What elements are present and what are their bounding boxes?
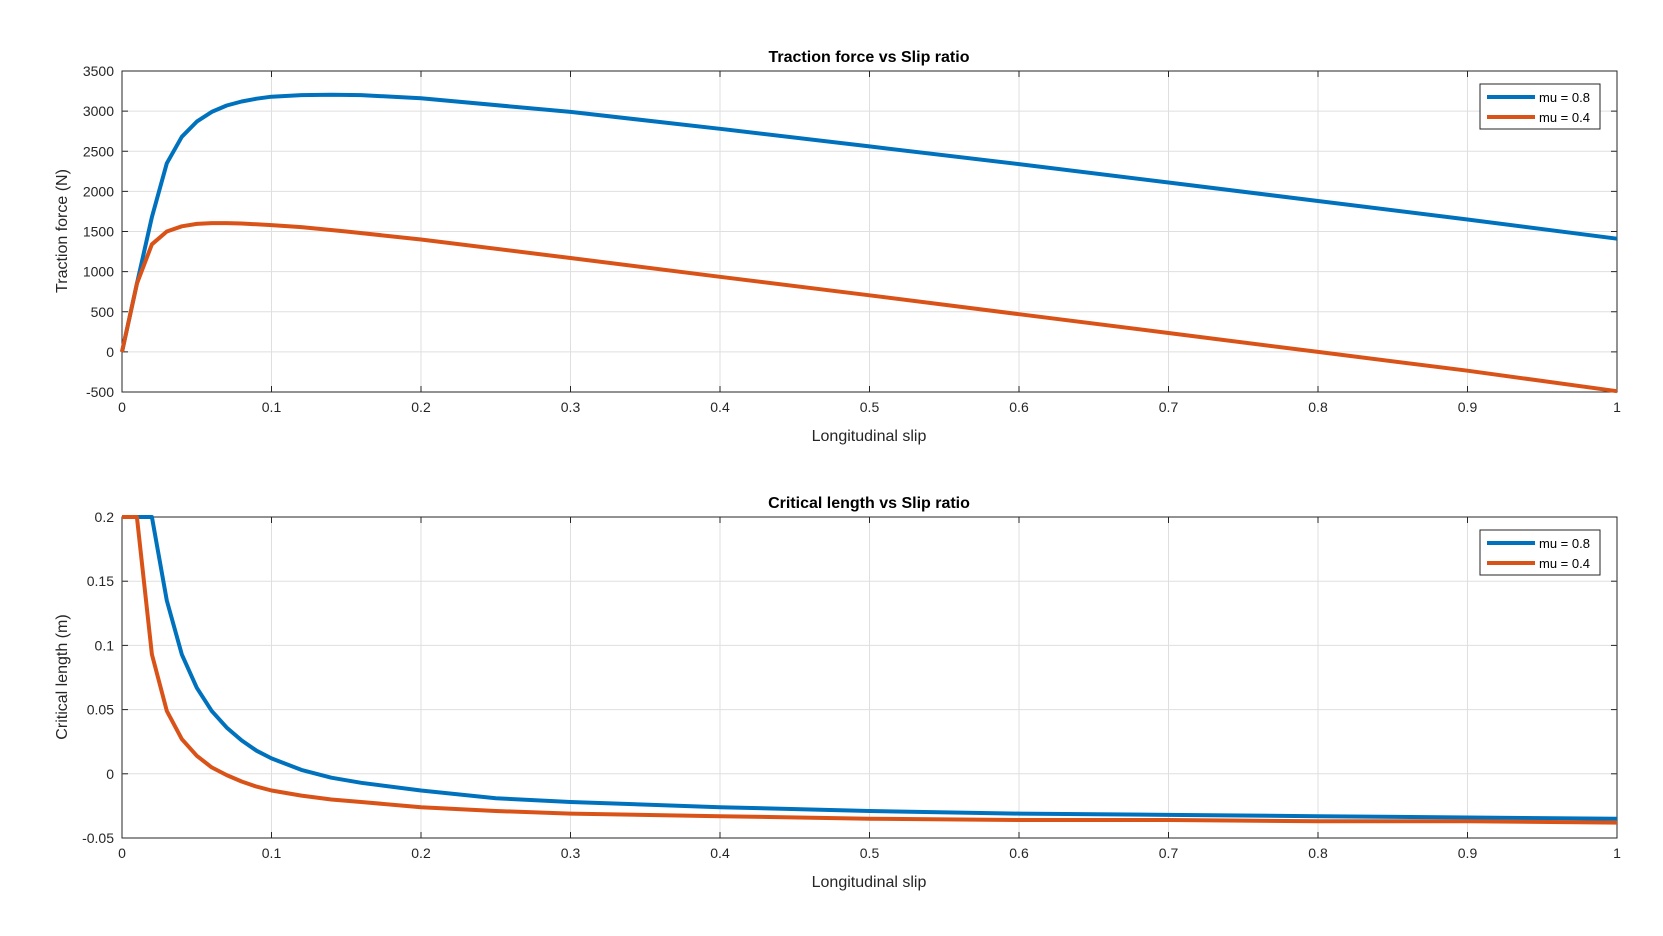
x-tick-label-0-2: 0.2 <box>411 845 431 861</box>
x-tick-label-0-6: 0.6 <box>1009 845 1029 861</box>
y-tick-label-0: 0 <box>106 344 114 360</box>
series-line-mu-0-8 <box>120 92 1618 353</box>
x-tick-label-0-3: 0.3 <box>561 399 581 415</box>
x-tick-label-0-2: 0.2 <box>411 399 431 415</box>
x-tick-label-0-9: 0.9 <box>1458 399 1478 415</box>
y-tick-label-0-05: 0.05 <box>87 702 114 718</box>
x-tick-label-0: 0 <box>118 399 126 415</box>
y-axis-label: Critical length (m) <box>54 614 71 739</box>
x-tick-label-0-8: 0.8 <box>1308 399 1328 415</box>
series-line-mu-0-4 <box>120 221 1618 394</box>
x-tick-labels: 0 0.1 0.2 0.3 0.4 0.5 0.6 0.7 0.8 0.9 1 <box>118 399 1621 415</box>
gridlines <box>121 70 1618 393</box>
y-axis-label: Traction force (N) <box>54 169 71 293</box>
y-tick-label-3500: 3500 <box>83 63 114 79</box>
legend-label-mu-0-4: mu = 0.4 <box>1539 556 1590 571</box>
x-tick-label-0-1: 0.1 <box>262 845 282 861</box>
x-tick-label-0-8: 0.8 <box>1308 845 1328 861</box>
chart-title: Critical length vs Slip ratio <box>768 495 970 512</box>
x-axis-label: Longitudinal slip <box>812 874 927 891</box>
y-tick-label-500: -500 <box>86 384 114 400</box>
x-tick-label-1: 1 <box>1613 399 1621 415</box>
y-tick-label-1500: 1500 <box>83 224 114 240</box>
traction-force-axes: 0 0.1 0.2 0.3 0.4 0.5 0.6 0.7 0.8 0.9 1 -500050010… <box>54 49 1621 445</box>
series-line-mu-0-8 <box>122 515 1618 821</box>
series-line-mu-0-4 <box>122 515 1618 825</box>
y-tick-label-0-05: -0.05 <box>82 830 114 846</box>
y-tick-label-1000: 1000 <box>83 264 114 280</box>
x-tick-label-0-5: 0.5 <box>860 845 880 861</box>
y-tick-label-0-15: 0.15 <box>87 573 114 589</box>
x-tick-labels: 0 0.1 0.2 0.3 0.4 0.5 0.6 0.7 0.8 0.9 1 <box>118 845 1621 861</box>
y-tick-label-2000: 2000 <box>83 183 114 199</box>
legend: mu = 0.8 mu = 0.4 <box>1479 83 1601 130</box>
legend-label-mu-0-4: mu = 0.4 <box>1539 110 1590 125</box>
y-tick-label-500: 500 <box>91 304 115 320</box>
x-tick-label-0-5: 0.5 <box>860 399 880 415</box>
y-tick-labels: -500 0 500 1000 1500 2000 2500 3000 3500 <box>83 63 114 400</box>
legend: mu = 0.8 mu = 0.4 <box>1479 529 1601 576</box>
gridlines <box>121 516 1618 839</box>
x-tick-label-0-7: 0.7 <box>1159 399 1179 415</box>
x-tick-label-0-3: 0.3 <box>561 845 581 861</box>
y-tick-label-3000: 3000 <box>83 103 114 119</box>
critical-length-axes: 0 0.1 0.2 0.3 0.4 0.5 0.6 0.7 0.8 0.9 1 -0.0500.05… <box>54 495 1621 891</box>
y-tick-label-0-2: 0.2 <box>95 509 115 525</box>
y-tick-label-2500: 2500 <box>83 143 114 159</box>
y-tick-label-0-1: 0.1 <box>95 637 115 653</box>
legend-box <box>1479 529 1601 576</box>
chart-title: Traction force vs Slip ratio <box>769 49 970 66</box>
series-lines <box>120 92 1618 394</box>
x-tick-label-0-4: 0.4 <box>710 399 730 415</box>
x-tick-label-0-6: 0.6 <box>1009 399 1029 415</box>
x-axis-label: Longitudinal slip <box>812 428 927 445</box>
x-tick-label-0-4: 0.4 <box>710 845 730 861</box>
y-tick-labels: -0.05 0 0.05 0.1 0.15 0.2 <box>82 509 114 846</box>
series-lines <box>122 515 1618 825</box>
x-tick-label-0-7: 0.7 <box>1159 845 1179 861</box>
x-tick-label-0-1: 0.1 <box>262 399 282 415</box>
legend-box <box>1479 83 1601 130</box>
x-tick-label-0-9: 0.9 <box>1458 845 1478 861</box>
y-tick-label-0: 0 <box>106 766 114 782</box>
x-tick-label-0: 0 <box>118 845 126 861</box>
x-tick-label-1: 1 <box>1613 845 1621 861</box>
legend-label-mu-0-8: mu = 0.8 <box>1539 90 1590 105</box>
legend-label-mu-0-8: mu = 0.8 <box>1539 536 1590 551</box>
